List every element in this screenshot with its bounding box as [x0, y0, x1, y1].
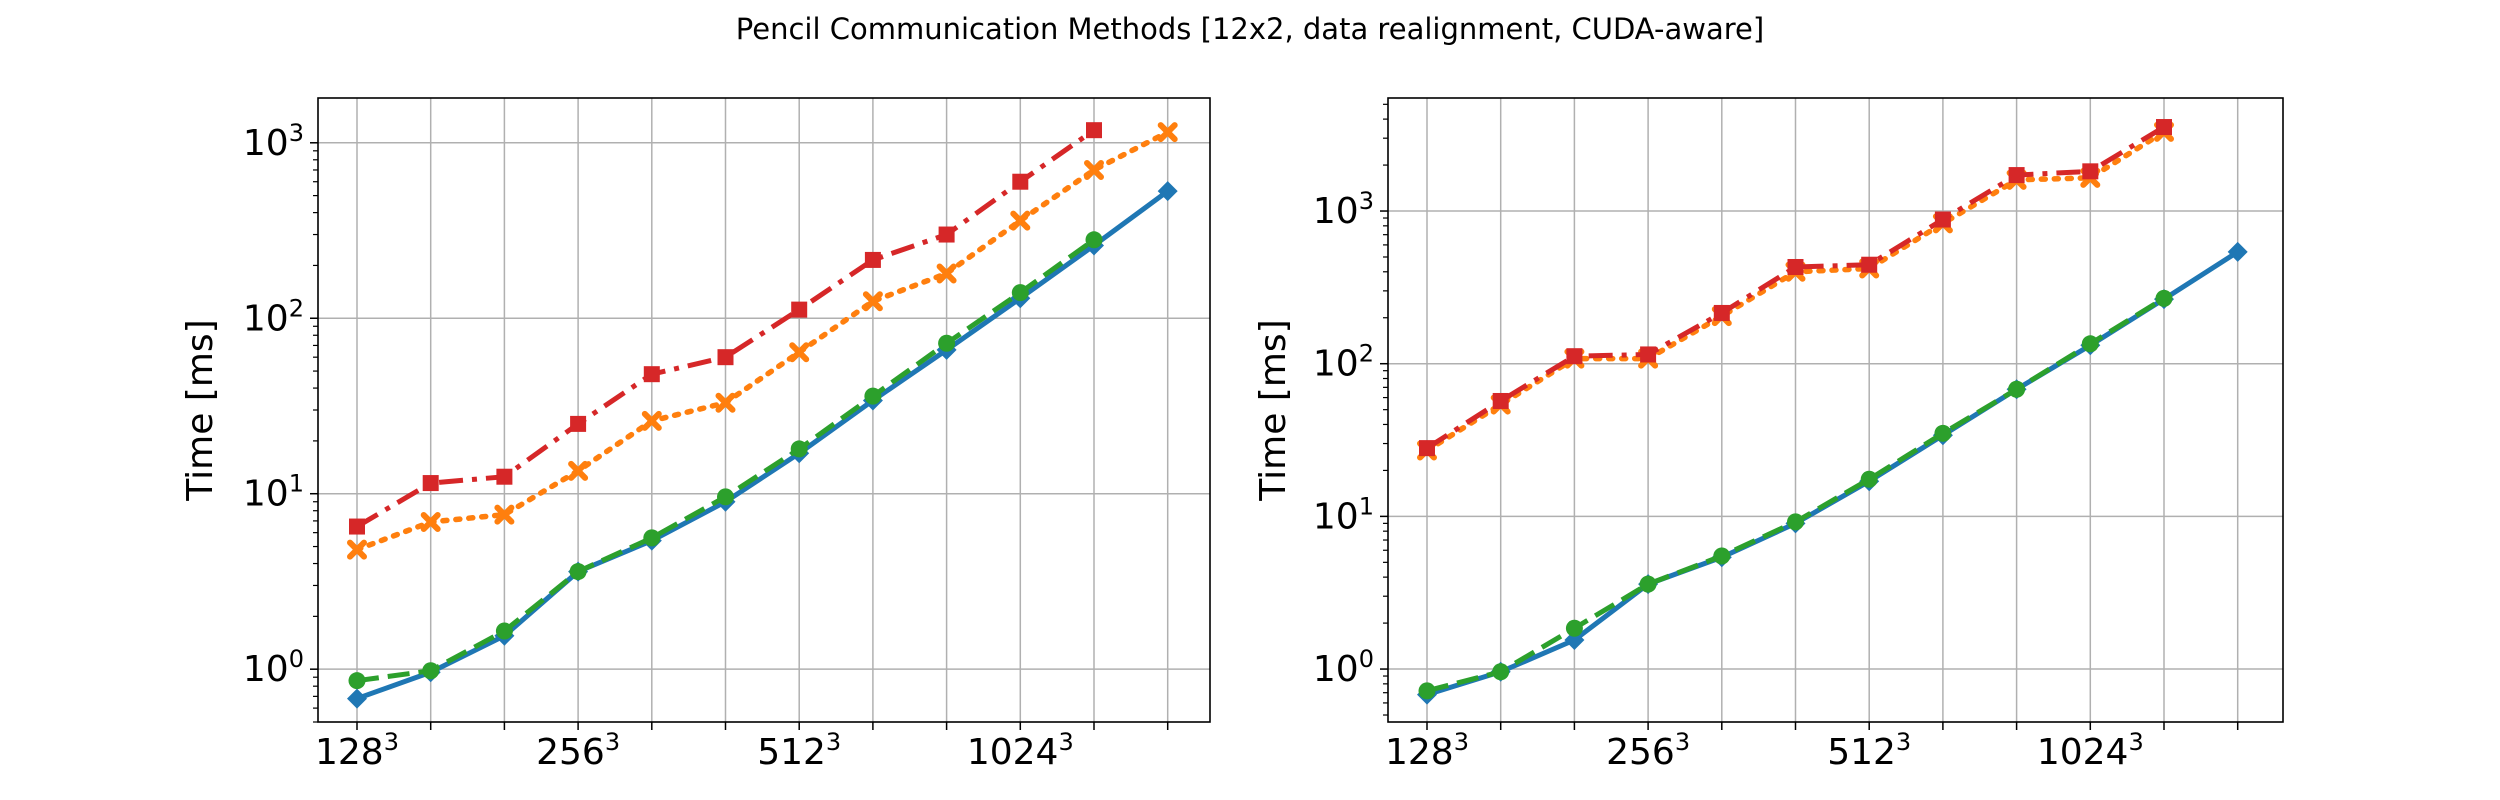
y-tick-label: 101	[243, 470, 304, 515]
figure-title: Pencil Communication Methods [12x2, data…	[735, 12, 1765, 46]
y-tick-label: 103	[1313, 187, 1374, 232]
x-tick-label: 2563	[1606, 728, 1690, 773]
series-square	[349, 122, 1102, 535]
series-line	[356, 189, 1170, 701]
data-point	[1419, 440, 1435, 457]
data-point	[2155, 289, 2173, 307]
series-line	[1425, 124, 2166, 451]
data-point	[1934, 424, 1952, 442]
series-square	[1419, 119, 2172, 457]
data-point	[643, 529, 661, 547]
data-point	[494, 504, 515, 525]
chart-panel-1: 100 101 102 103 1283 2563 5123 10243 Time [ms]	[180, 97, 1211, 773]
data-point	[1566, 348, 1583, 365]
series-diamond	[347, 181, 1178, 709]
y-axis-label: Time [ms]	[1253, 319, 1294, 501]
data-point	[2081, 335, 2099, 353]
data-point	[2008, 380, 2026, 398]
data-point	[1787, 258, 1804, 275]
x-tick-label: 10243	[2037, 728, 2144, 773]
data-point	[938, 334, 956, 352]
data-point	[569, 563, 587, 581]
data-point	[789, 342, 810, 363]
data-point	[1012, 173, 1029, 190]
y-tick-label: 100	[243, 645, 304, 690]
series-line	[1426, 249, 2240, 698]
y-axis-label: Time [ms]	[180, 319, 221, 501]
plot-frame	[317, 97, 1211, 723]
data-point	[1084, 159, 1104, 180]
series-x	[347, 122, 1178, 560]
x-tick-label: 1283	[1385, 728, 1469, 773]
data-point	[568, 460, 589, 481]
data-point	[1861, 256, 1878, 273]
data-point	[348, 672, 366, 690]
series-circle	[1418, 289, 2173, 700]
data-point	[2008, 167, 2025, 184]
data-point	[1010, 210, 1031, 231]
data-point	[495, 622, 513, 640]
data-point	[420, 511, 441, 532]
data-point	[717, 488, 734, 506]
data-point	[1086, 122, 1102, 139]
x-tick-label: 5123	[757, 728, 841, 773]
data-point	[1565, 619, 1583, 637]
data-point	[643, 366, 660, 383]
data-point	[347, 688, 367, 709]
data-point	[641, 410, 662, 431]
data-point	[790, 440, 808, 458]
y-tick-label: 102	[1313, 340, 1374, 385]
data-point	[791, 301, 808, 318]
series-diamond	[1417, 241, 2248, 705]
data-point	[570, 415, 587, 432]
data-point	[1011, 284, 1029, 302]
plot-frame	[1387, 97, 2284, 723]
data-point	[2082, 163, 2099, 180]
data-point	[422, 475, 439, 492]
data-point	[1713, 547, 1731, 565]
data-point	[349, 518, 365, 535]
data-point	[1157, 122, 1178, 143]
x-tick-label: 5123	[1827, 728, 1911, 773]
data-point	[1860, 470, 1878, 488]
x-tick-label: 2563	[536, 728, 620, 773]
data-point	[1639, 575, 1657, 593]
series-circle	[348, 231, 1103, 690]
data-point	[715, 392, 736, 413]
x-tick-label: 10243	[967, 728, 1074, 773]
y-tick-label: 103	[243, 119, 304, 164]
y-tick-label: 100	[1313, 645, 1374, 690]
y-tick-label: 102	[243, 294, 304, 339]
data-point	[1934, 211, 1951, 228]
data-point	[1157, 181, 1178, 202]
data-point	[1492, 392, 1509, 409]
chart-panel-2: 100 101 102 103 1283 2563 5123 10243 Time [ms]	[1253, 97, 2284, 773]
data-point	[2227, 241, 2248, 262]
data-point	[1085, 231, 1103, 249]
data-point	[1640, 346, 1657, 363]
data-point	[864, 251, 881, 268]
data-point	[1418, 682, 1436, 700]
data-point	[347, 539, 367, 560]
data-point	[422, 662, 440, 680]
data-point	[1492, 663, 1510, 681]
data-point	[864, 387, 882, 405]
data-point	[936, 263, 957, 284]
y-tick-label: 101	[1313, 492, 1374, 537]
series-line	[354, 129, 1171, 553]
x-tick-label: 1283	[315, 728, 399, 773]
data-point	[496, 468, 513, 485]
data-point	[717, 349, 734, 366]
data-point	[938, 226, 955, 243]
data-point	[1787, 513, 1804, 531]
data-point	[862, 291, 883, 312]
data-point	[1713, 304, 1730, 321]
data-point	[2156, 119, 2172, 136]
